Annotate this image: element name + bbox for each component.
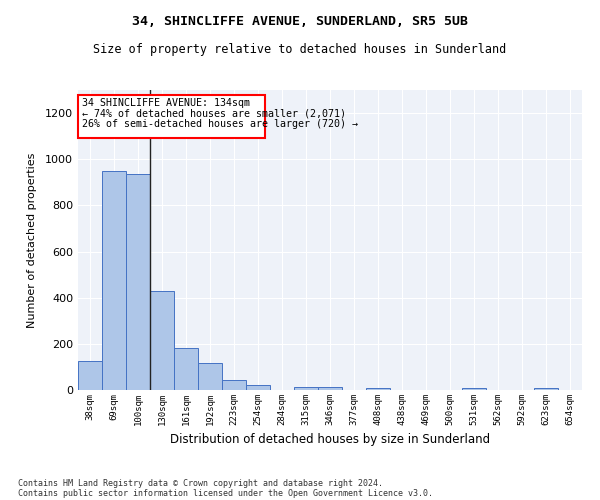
Bar bbox=[150, 291, 174, 390]
Bar bbox=[174, 348, 198, 390]
Bar bbox=[126, 174, 150, 390]
Text: 34, SHINCLIFFE AVENUE, SUNDERLAND, SR5 5UB: 34, SHINCLIFFE AVENUE, SUNDERLAND, SR5 5… bbox=[132, 15, 468, 28]
Bar bbox=[78, 361, 102, 390]
Text: 34 SHINCLIFFE AVENUE: 134sqm: 34 SHINCLIFFE AVENUE: 134sqm bbox=[82, 98, 250, 108]
Bar bbox=[294, 386, 318, 390]
Bar bbox=[366, 388, 390, 390]
Bar bbox=[246, 386, 270, 390]
Bar bbox=[198, 364, 222, 390]
Bar bbox=[222, 380, 246, 390]
Y-axis label: Number of detached properties: Number of detached properties bbox=[26, 152, 37, 328]
X-axis label: Distribution of detached houses by size in Sunderland: Distribution of detached houses by size … bbox=[170, 434, 490, 446]
Bar bbox=[102, 171, 126, 390]
Text: Contains public sector information licensed under the Open Government Licence v3: Contains public sector information licen… bbox=[18, 488, 433, 498]
FancyBboxPatch shape bbox=[78, 94, 265, 138]
Text: 26% of semi-detached houses are larger (720) →: 26% of semi-detached houses are larger (… bbox=[82, 119, 358, 129]
Bar bbox=[318, 386, 342, 390]
Text: Contains HM Land Registry data © Crown copyright and database right 2024.: Contains HM Land Registry data © Crown c… bbox=[18, 478, 383, 488]
Bar bbox=[534, 388, 558, 390]
Bar bbox=[462, 388, 486, 390]
Text: Size of property relative to detached houses in Sunderland: Size of property relative to detached ho… bbox=[94, 42, 506, 56]
Text: ← 74% of detached houses are smaller (2,071): ← 74% of detached houses are smaller (2,… bbox=[82, 108, 346, 118]
